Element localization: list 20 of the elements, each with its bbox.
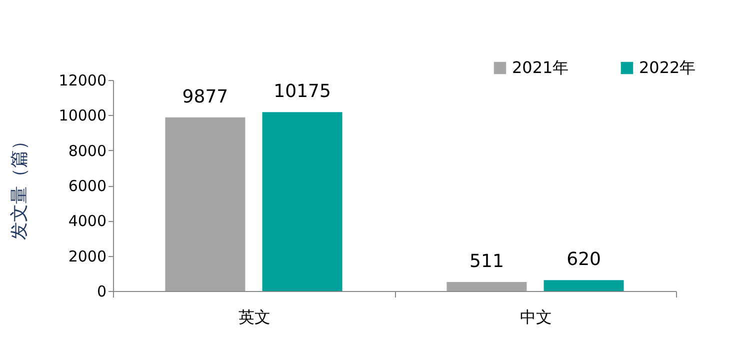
bar — [165, 117, 246, 291]
y-tick-label: 6000 — [68, 177, 106, 195]
x-tick-label: 中文 — [520, 308, 552, 326]
y-tick-label: 0 — [96, 282, 106, 300]
bar — [544, 280, 624, 291]
y-tick-label: 8000 — [68, 142, 106, 160]
bar — [446, 282, 527, 291]
y-axis-title: 发文量（篇） — [8, 132, 30, 240]
data-label: 620 — [566, 249, 601, 270]
data-label: 10175 — [274, 81, 331, 102]
bar — [262, 112, 342, 291]
legend-label: 2022年 — [639, 58, 696, 77]
y-tick-label: 10000 — [58, 106, 106, 125]
y-tick-label: 2000 — [68, 247, 106, 266]
data-label: 511 — [470, 251, 504, 272]
data-label: 9877 — [182, 86, 228, 108]
legend-label: 2021年 — [512, 58, 569, 77]
y-tick-label: 12000 — [58, 72, 106, 90]
y-tick-label: 4000 — [68, 212, 106, 230]
x-tick-label: 英文 — [238, 308, 270, 326]
